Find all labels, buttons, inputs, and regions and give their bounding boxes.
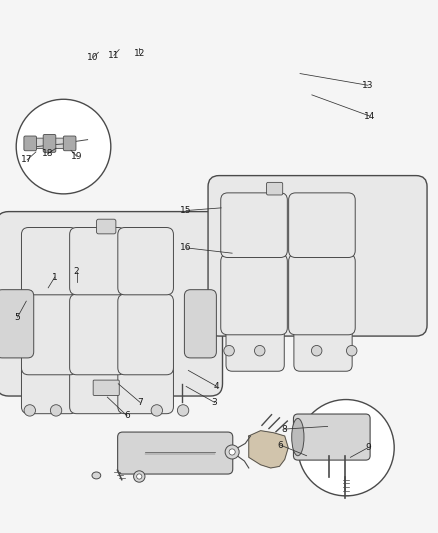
FancyBboxPatch shape bbox=[293, 414, 370, 460]
Text: 16: 16 bbox=[180, 244, 192, 252]
FancyBboxPatch shape bbox=[118, 294, 173, 375]
FancyBboxPatch shape bbox=[21, 364, 77, 414]
FancyBboxPatch shape bbox=[118, 432, 233, 474]
FancyBboxPatch shape bbox=[0, 212, 223, 396]
Circle shape bbox=[16, 99, 111, 194]
FancyBboxPatch shape bbox=[118, 228, 173, 295]
Text: 10: 10 bbox=[87, 53, 99, 62]
Circle shape bbox=[311, 345, 322, 356]
Text: 9: 9 bbox=[365, 443, 371, 452]
Circle shape bbox=[224, 345, 234, 356]
Circle shape bbox=[134, 471, 145, 482]
Polygon shape bbox=[249, 431, 288, 468]
FancyBboxPatch shape bbox=[208, 175, 427, 336]
Text: 18: 18 bbox=[42, 149, 54, 158]
Circle shape bbox=[24, 405, 35, 416]
FancyBboxPatch shape bbox=[118, 364, 173, 414]
Ellipse shape bbox=[292, 418, 304, 456]
Text: 17: 17 bbox=[21, 156, 33, 164]
FancyBboxPatch shape bbox=[294, 324, 352, 372]
Circle shape bbox=[151, 405, 162, 416]
Text: 1: 1 bbox=[52, 273, 58, 281]
Circle shape bbox=[50, 405, 62, 416]
Circle shape bbox=[177, 405, 189, 416]
Circle shape bbox=[229, 449, 235, 455]
Circle shape bbox=[254, 345, 265, 356]
FancyBboxPatch shape bbox=[70, 228, 125, 295]
FancyBboxPatch shape bbox=[24, 136, 36, 151]
Circle shape bbox=[137, 474, 142, 479]
Text: 7: 7 bbox=[137, 398, 143, 407]
Text: 4: 4 bbox=[214, 382, 219, 391]
FancyBboxPatch shape bbox=[70, 294, 125, 375]
FancyBboxPatch shape bbox=[221, 254, 287, 335]
FancyBboxPatch shape bbox=[267, 182, 283, 195]
FancyBboxPatch shape bbox=[0, 289, 34, 358]
FancyBboxPatch shape bbox=[70, 364, 125, 414]
Text: 2: 2 bbox=[74, 268, 79, 276]
Text: 12: 12 bbox=[134, 49, 145, 58]
FancyBboxPatch shape bbox=[226, 324, 284, 372]
FancyBboxPatch shape bbox=[43, 134, 56, 152]
Text: 13: 13 bbox=[362, 81, 374, 90]
Circle shape bbox=[298, 400, 394, 496]
Text: 3: 3 bbox=[212, 398, 218, 407]
Circle shape bbox=[346, 345, 357, 356]
Text: 11: 11 bbox=[108, 51, 120, 60]
Text: 6: 6 bbox=[124, 411, 130, 420]
FancyBboxPatch shape bbox=[184, 289, 216, 358]
FancyBboxPatch shape bbox=[221, 193, 287, 257]
FancyBboxPatch shape bbox=[25, 138, 69, 149]
Text: 6: 6 bbox=[277, 441, 283, 449]
Text: 8: 8 bbox=[282, 425, 288, 433]
FancyBboxPatch shape bbox=[21, 294, 77, 375]
FancyBboxPatch shape bbox=[289, 193, 355, 257]
FancyBboxPatch shape bbox=[64, 136, 76, 151]
Ellipse shape bbox=[92, 472, 101, 479]
Text: 19: 19 bbox=[71, 152, 82, 160]
FancyBboxPatch shape bbox=[96, 219, 116, 234]
Circle shape bbox=[225, 445, 239, 459]
Text: 14: 14 bbox=[364, 112, 376, 120]
Text: 15: 15 bbox=[180, 206, 192, 215]
FancyBboxPatch shape bbox=[21, 228, 77, 295]
FancyBboxPatch shape bbox=[93, 380, 119, 395]
FancyBboxPatch shape bbox=[289, 254, 355, 335]
Text: 5: 5 bbox=[14, 313, 21, 321]
